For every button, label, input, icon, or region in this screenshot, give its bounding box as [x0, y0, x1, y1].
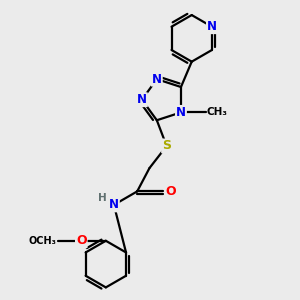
Text: H: H	[98, 193, 107, 202]
Text: OCH₃: OCH₃	[29, 236, 57, 246]
Text: S: S	[162, 140, 171, 152]
Text: CH₃: CH₃	[207, 107, 228, 117]
Text: O: O	[76, 234, 87, 247]
Text: N: N	[152, 73, 162, 86]
Text: N: N	[137, 93, 147, 106]
Text: N: N	[207, 20, 217, 33]
Text: O: O	[165, 185, 176, 198]
Text: N: N	[109, 198, 119, 212]
Text: N: N	[176, 106, 186, 119]
